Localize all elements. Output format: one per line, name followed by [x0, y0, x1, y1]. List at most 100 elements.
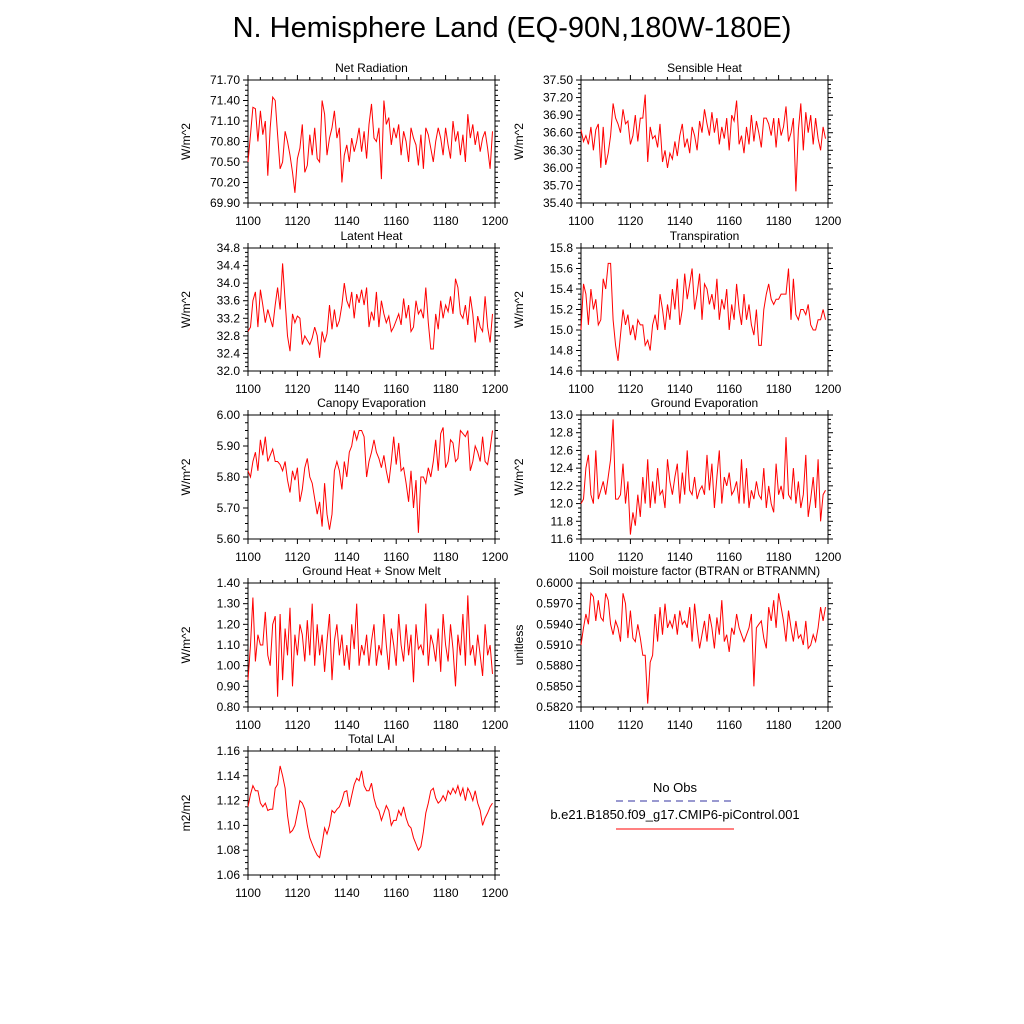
x-tick-label: 1200 [482, 550, 509, 564]
y-tick-label: 13.0 [550, 408, 574, 422]
y-tick-label: 5.90 [217, 439, 241, 453]
x-tick-label: 1140 [667, 718, 693, 732]
y-tick-label: 1.40 [217, 576, 241, 590]
y-tick-label: 0.80 [217, 700, 241, 714]
y-tick-label: 0.5850 [536, 679, 573, 693]
y-tick-label: 1.12 [217, 794, 241, 808]
x-tick-label: 1140 [667, 382, 693, 396]
y-tick-label: 37.50 [543, 73, 573, 87]
y-tick-label: 34.4 [217, 259, 241, 273]
x-tick-label: 1160 [716, 718, 742, 732]
chart-title: Latent Heat [340, 229, 403, 243]
x-tick-label: 1200 [482, 382, 509, 396]
y-tick-label: 1.20 [217, 617, 241, 631]
x-tick-label: 1160 [383, 550, 409, 564]
x-tick-label: 1100 [235, 382, 261, 396]
y-tick-label: 37.20 [543, 91, 573, 105]
y-tick-label: 70.50 [210, 155, 240, 169]
series-line [247, 263, 493, 358]
x-tick-label: 1200 [815, 382, 842, 396]
y-tick-label: 5.80 [217, 470, 241, 484]
y-tick-label: 0.6000 [536, 576, 573, 590]
x-tick-label: 1120 [284, 214, 310, 228]
x-tick-label: 1120 [617, 382, 643, 396]
x-tick-label: 1200 [815, 550, 842, 564]
y-tick-label: 34.0 [217, 276, 241, 290]
chart-panel: 1100 1120 1140 1160 1180 1200 5.60 5.70 5.80 5.90… [179, 396, 509, 564]
y-tick-label: 12.0 [550, 497, 574, 511]
x-tick-label: 1140 [334, 214, 360, 228]
y-tick-label: 12.8 [550, 426, 574, 440]
y-tick-label: 33.2 [217, 311, 241, 325]
x-tick-label: 1180 [766, 718, 792, 732]
y-tick-label: 12.2 [550, 479, 574, 493]
x-tick-label: 1180 [433, 550, 459, 564]
chart-panel: 1100 1120 1140 1160 1180 1200 35.40 35.70 36.00 3… [512, 61, 842, 228]
x-tick-label: 1200 [482, 214, 509, 228]
plot-frame [247, 247, 496, 372]
y-tick-label: 32.8 [217, 329, 241, 343]
plot-frame [247, 414, 496, 540]
x-tick-label: 1120 [284, 550, 310, 564]
y-tick-label: 71.10 [210, 114, 240, 128]
y-tick-label: 0.5940 [536, 617, 573, 631]
x-tick-label: 1120 [284, 382, 310, 396]
x-tick-label: 1140 [334, 886, 360, 900]
chart-title: Soil moisture factor (BTRAN or BTRANMN) [589, 564, 820, 578]
series-line [247, 427, 493, 533]
y-tick-label: 11.8 [551, 514, 574, 528]
plot-frame [580, 582, 829, 708]
x-tick-label: 1200 [815, 718, 842, 732]
x-tick-label: 1100 [568, 214, 594, 228]
x-tick-label: 1120 [617, 550, 643, 564]
page-title: N. Hemisphere Land (EQ-90N,180W-180E) [232, 12, 792, 44]
y-tick-label: 69.90 [210, 196, 240, 210]
y-tick-label: 15.8 [550, 241, 574, 255]
x-tick-label: 1140 [334, 718, 360, 732]
x-tick-label: 1140 [334, 382, 360, 396]
y-tick-label: 36.90 [543, 108, 573, 122]
series-line [580, 591, 826, 704]
legend-model-label: b.e21.B1850.f09_g17.CMIP6-piControl.001 [550, 807, 799, 822]
y-tick-label: 15.6 [550, 262, 574, 276]
chart-title: Ground Heat + Snow Melt [302, 564, 441, 578]
plot-frame [247, 79, 496, 204]
series-line [247, 595, 493, 697]
x-tick-label: 1140 [334, 550, 360, 564]
y-tick-label: 36.30 [543, 143, 573, 157]
x-tick-label: 1160 [383, 886, 409, 900]
x-tick-label: 1180 [433, 718, 459, 732]
chart-panel: 1100 1120 1140 1160 1180 1200 11.6 11.8 12.0 12.2… [512, 396, 842, 564]
x-tick-label: 1100 [568, 718, 594, 732]
y-tick-label: 6.00 [217, 408, 241, 422]
chart-title: Canopy Evaporation [317, 396, 426, 410]
y-tick-label: 5.60 [217, 532, 241, 546]
y-tick-label: 34.8 [217, 241, 241, 255]
plot-frame [247, 750, 496, 876]
x-tick-label: 1160 [716, 382, 742, 396]
x-tick-label: 1140 [667, 550, 693, 564]
chart-panel: 1100 1120 1140 1160 1180 1200 69.90 70.20 70.50 7… [179, 61, 509, 228]
x-tick-label: 1200 [482, 718, 509, 732]
y-tick-label: 71.70 [210, 73, 240, 87]
y-tick-label: 71.40 [210, 94, 240, 108]
chart-title: Sensible Heat [667, 61, 742, 75]
series-line [247, 765, 493, 859]
y-tick-label: 1.14 [217, 769, 241, 783]
chart-title: Net Radiation [335, 61, 408, 75]
y-axis-label: W/m^2 [179, 123, 193, 160]
x-tick-label: 1100 [235, 718, 261, 732]
y-tick-label: 1.06 [217, 868, 241, 882]
y-tick-label: 14.8 [550, 344, 574, 358]
y-tick-label: 70.80 [210, 135, 240, 149]
y-tick-label: 1.30 [217, 597, 241, 611]
y-tick-label: 12.4 [550, 461, 574, 475]
x-tick-label: 1160 [383, 214, 409, 228]
y-axis-label: W/m^2 [512, 458, 526, 495]
y-tick-label: 15.0 [550, 323, 574, 337]
x-tick-label: 1100 [235, 550, 261, 564]
x-tick-label: 1120 [617, 718, 643, 732]
chart-panel: 1100 1120 1140 1160 1180 1200 14.6 14.8 15.0 15.2… [512, 229, 842, 396]
y-tick-label: 15.2 [550, 303, 574, 317]
